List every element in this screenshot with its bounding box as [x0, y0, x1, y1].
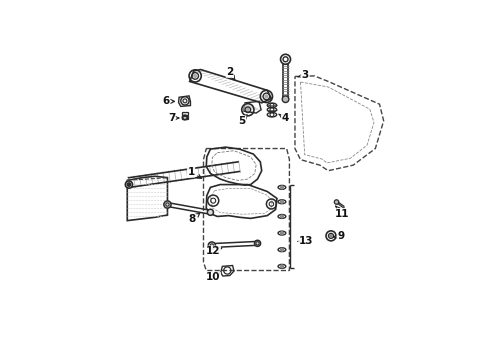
Circle shape: [280, 265, 283, 268]
Circle shape: [208, 242, 215, 249]
Text: 1: 1: [187, 167, 201, 178]
Circle shape: [282, 96, 288, 103]
Text: 9: 9: [333, 231, 344, 241]
Circle shape: [334, 200, 338, 204]
Text: 3: 3: [297, 70, 307, 80]
Circle shape: [329, 235, 331, 237]
Circle shape: [246, 109, 248, 111]
Text: 4: 4: [278, 113, 288, 123]
Circle shape: [193, 75, 196, 77]
Circle shape: [254, 240, 260, 246]
Circle shape: [280, 186, 283, 189]
Text: 6: 6: [162, 96, 174, 107]
Circle shape: [280, 248, 283, 251]
Circle shape: [125, 181, 132, 188]
Circle shape: [280, 201, 283, 203]
Text: 12: 12: [205, 246, 221, 256]
Text: 13: 13: [297, 237, 313, 246]
Circle shape: [127, 183, 130, 186]
Circle shape: [280, 232, 283, 234]
Text: 5: 5: [238, 115, 246, 126]
Text: 8: 8: [188, 213, 200, 224]
Text: 11: 11: [334, 206, 348, 219]
Polygon shape: [182, 116, 187, 120]
Text: 10: 10: [205, 272, 221, 283]
Circle shape: [207, 209, 213, 215]
Circle shape: [264, 95, 267, 98]
Circle shape: [280, 215, 283, 218]
Polygon shape: [181, 112, 188, 115]
Circle shape: [163, 201, 171, 208]
Text: 7: 7: [167, 113, 179, 123]
Text: 2: 2: [226, 67, 235, 80]
Polygon shape: [178, 96, 190, 107]
